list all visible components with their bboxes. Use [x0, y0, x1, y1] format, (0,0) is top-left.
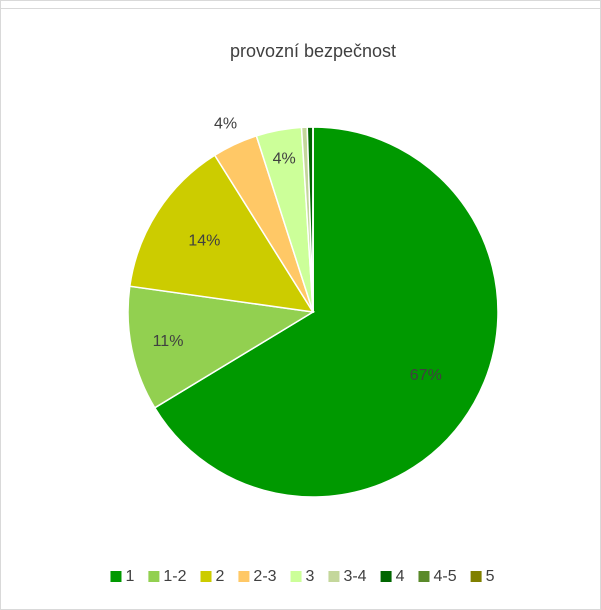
data-label: 67% — [410, 367, 442, 384]
pie-slice — [128, 154, 315, 313]
legend-label: 3 — [306, 568, 315, 585]
data-label: 4% — [273, 151, 296, 168]
legend-swatch — [110, 571, 122, 582]
legend-label: 4-5 — [433, 568, 456, 585]
legend-label: 5 — [486, 568, 495, 585]
data-label: 14% — [188, 233, 220, 250]
legend-label: 4 — [396, 568, 405, 585]
legend-swatch — [290, 571, 302, 582]
top-strip — [0, 0, 601, 9]
data-label: 4% — [214, 115, 237, 132]
legend-swatch — [148, 571, 160, 582]
legend-label: 1 — [125, 568, 134, 585]
legend-label: 3-4 — [343, 568, 366, 585]
legend-swatch — [328, 571, 340, 582]
chart-title: provozní bezpečnost — [230, 41, 396, 61]
pie-slice — [127, 285, 316, 409]
pie-slice — [153, 126, 499, 498]
legend-label: 2 — [216, 568, 225, 585]
legend-swatch — [418, 571, 430, 582]
legend-swatch — [200, 571, 212, 582]
legend-label: 1-2 — [163, 568, 186, 585]
data-label: 11% — [153, 333, 184, 350]
legend-swatch — [238, 571, 250, 582]
legend-label: 2-3 — [253, 568, 276, 585]
legend-swatch — [380, 571, 392, 582]
legend-swatch — [470, 571, 482, 582]
